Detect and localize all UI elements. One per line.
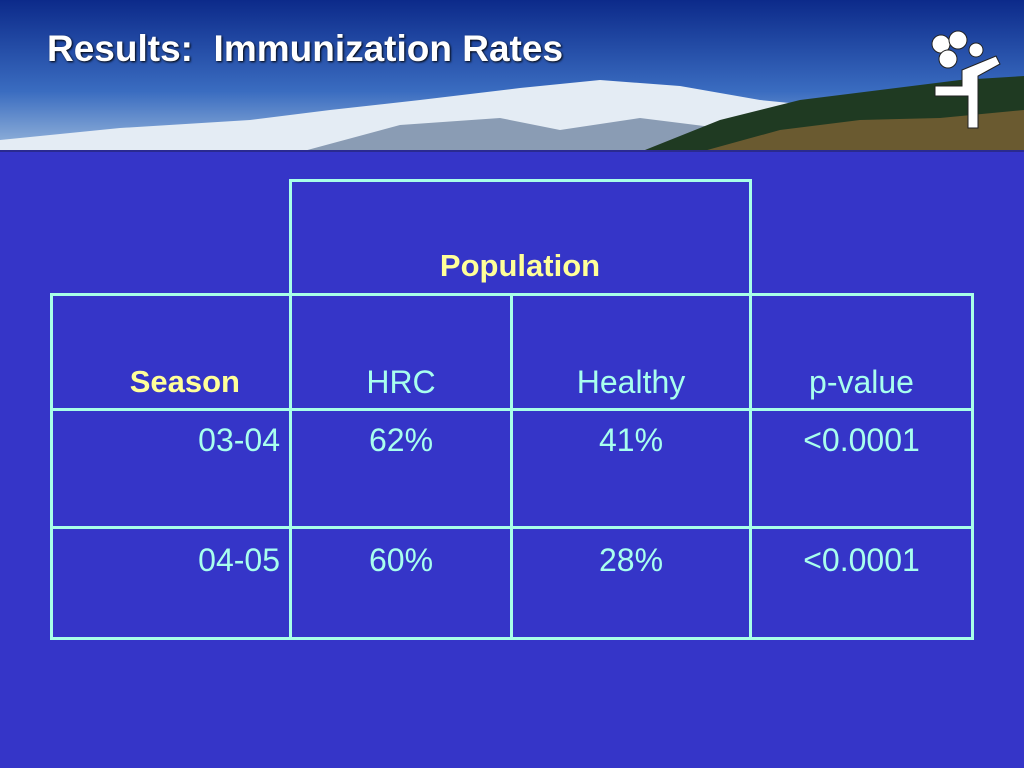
column-header: HRC (366, 364, 436, 400)
border (50, 293, 53, 640)
cell: 41% (598, 422, 664, 458)
border (289, 179, 751, 182)
border (510, 293, 513, 640)
column-header: Season (129, 364, 240, 399)
cell: 28% (598, 542, 664, 578)
border (971, 293, 974, 640)
cell: 03-04 (198, 422, 280, 458)
cell: 62% (368, 422, 434, 458)
banner (0, 0, 1024, 152)
column-header: Healthy (576, 364, 686, 400)
cell: 60% (368, 542, 434, 578)
column-header: p-value (809, 364, 914, 400)
cell: <0.0001 (803, 542, 920, 578)
group-header: Population (439, 248, 601, 283)
slide-title: Results: Immunization Rates (47, 28, 564, 69)
cell: 04-05 (198, 542, 280, 578)
cell: <0.0001 (803, 422, 920, 458)
